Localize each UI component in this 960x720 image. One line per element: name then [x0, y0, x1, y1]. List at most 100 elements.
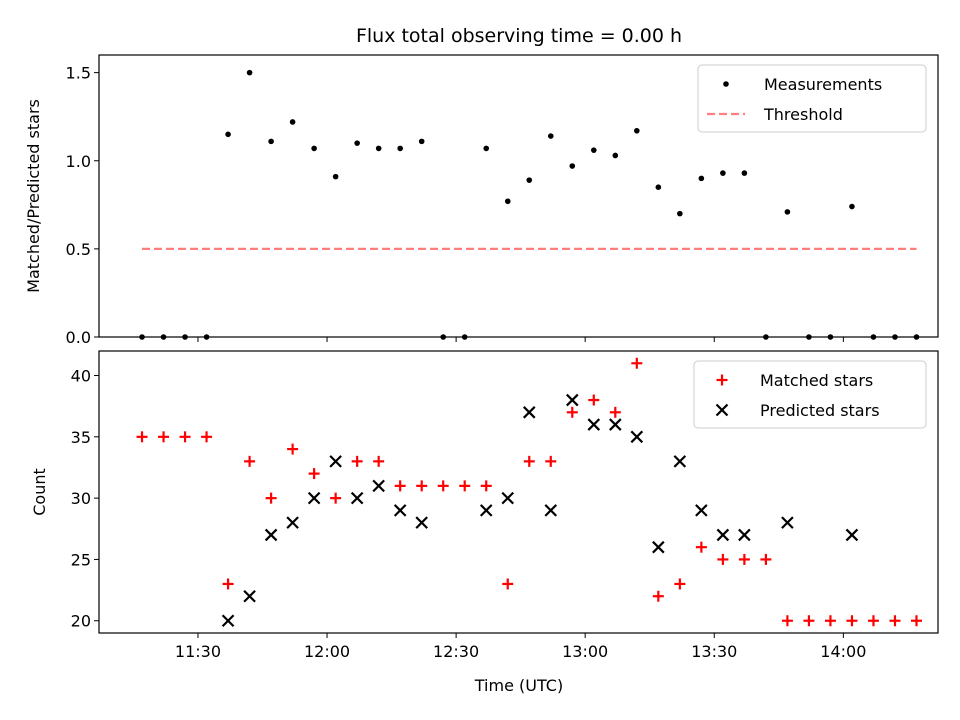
matched-point — [652, 590, 664, 602]
matched-point — [308, 468, 320, 480]
predicted-point — [243, 589, 256, 603]
bottom-y-axis-label: Count — [30, 468, 49, 516]
x-tick-label: 13:30 — [691, 642, 737, 661]
bottom-y-tick-label: 35 — [71, 428, 91, 447]
predicted-point — [716, 528, 730, 542]
legend-matched-swatch — [716, 374, 728, 386]
top-y-axis-label: Matched/Predicted stars — [24, 99, 43, 293]
matched-point — [824, 615, 836, 627]
bottom-y-tick-label: 30 — [71, 489, 91, 508]
x-tick-label: 13:00 — [562, 642, 608, 661]
matched-point — [416, 480, 428, 492]
matched-point — [523, 455, 535, 467]
matched-point — [502, 578, 514, 590]
top-legend: Measurements Threshold — [697, 64, 927, 133]
predicted-point — [329, 455, 342, 468]
top-y-tick-label: 1.0 — [66, 152, 91, 171]
matched-point — [158, 431, 170, 443]
bottom-series-matched-stars — [136, 357, 922, 627]
top-legend-box — [697, 64, 927, 133]
predicted-point — [307, 491, 321, 505]
matched-point — [717, 553, 729, 565]
top-y-tick-label: 0.5 — [66, 240, 91, 259]
measurement-point — [590, 147, 597, 153]
legend-entry-label: Threshold — [763, 105, 843, 124]
predicted-point — [695, 504, 708, 517]
predicted-point — [781, 516, 794, 529]
matched-point — [179, 431, 191, 443]
x-tick-label: 11:30 — [175, 642, 221, 661]
matched-point — [738, 553, 750, 565]
matched-point — [545, 455, 557, 467]
predicted-point — [286, 516, 299, 529]
top-axes-frame — [98, 54, 939, 338]
predicted-point — [587, 418, 601, 431]
measurement-point — [526, 177, 533, 183]
matched-point — [222, 578, 234, 590]
measurement-point — [311, 145, 317, 152]
matched-point — [394, 480, 406, 492]
matched-point — [674, 578, 686, 590]
matched-point — [330, 492, 342, 504]
measurement-point — [547, 133, 554, 139]
measurement-point — [354, 140, 360, 146]
predicted-point — [522, 406, 536, 419]
legend-measurement-swatch — [723, 81, 729, 87]
predicted-point — [630, 430, 644, 444]
measurement-point — [569, 163, 576, 169]
matched-point — [566, 406, 578, 418]
matched-point — [609, 406, 621, 418]
legend-predicted-swatch — [715, 403, 729, 417]
measurement-point — [289, 119, 296, 125]
matched-point — [351, 455, 363, 467]
predicted-point — [544, 504, 558, 517]
measurement-point — [612, 152, 619, 159]
bottom-series-predicted-stars — [221, 393, 859, 628]
matched-point — [244, 455, 256, 467]
predicted-point — [479, 504, 493, 517]
chart-title: Flux total observing time = 0.00 h — [356, 25, 682, 47]
measurement-point — [741, 170, 748, 176]
predicted-point — [393, 504, 407, 517]
predicted-point — [652, 540, 665, 554]
matched-point — [695, 541, 707, 553]
measurement-point — [849, 203, 855, 210]
x-axis-label: Time (UTC) — [474, 676, 563, 695]
measurement-point — [375, 145, 382, 152]
measurement-point — [397, 145, 403, 152]
matched-point — [803, 615, 815, 627]
matched-point — [201, 431, 213, 443]
bottom-y-tick-label: 20 — [71, 612, 91, 631]
measurement-point — [483, 145, 490, 152]
bottom-axes-frame — [98, 350, 939, 634]
x-tick-label: 12:00 — [304, 642, 350, 661]
top-y-tick-label: 1.5 — [66, 64, 91, 83]
predicted-point — [738, 528, 751, 542]
bottom-y-tick-label: 25 — [71, 550, 91, 569]
top-panel: 0.0 0.5 1.0 1.5 Measurements Threshold — [66, 54, 939, 347]
predicted-point — [264, 528, 278, 542]
x-tick-label: 12:30 — [433, 642, 479, 661]
predicted-point — [221, 614, 235, 628]
matched-point — [287, 443, 299, 455]
x-tick-label: 14:00 — [820, 642, 866, 661]
legend-entry-label: Matched stars — [760, 371, 873, 390]
measurement-point — [504, 198, 511, 205]
measurement-point — [418, 138, 425, 145]
measurement-point — [225, 131, 231, 138]
measurement-point — [634, 127, 640, 134]
matched-point — [781, 615, 793, 627]
matched-point — [846, 615, 858, 627]
matched-point — [631, 357, 643, 369]
predicted-point — [609, 418, 622, 431]
matched-point — [889, 615, 901, 627]
matched-point — [867, 615, 879, 627]
matched-point — [480, 480, 492, 492]
measurement-point — [332, 173, 339, 180]
predicted-point — [372, 479, 385, 493]
bottom-y-tick-label: 40 — [71, 367, 91, 386]
matched-point — [760, 553, 772, 565]
matched-point — [588, 394, 600, 406]
matched-point — [136, 431, 148, 443]
